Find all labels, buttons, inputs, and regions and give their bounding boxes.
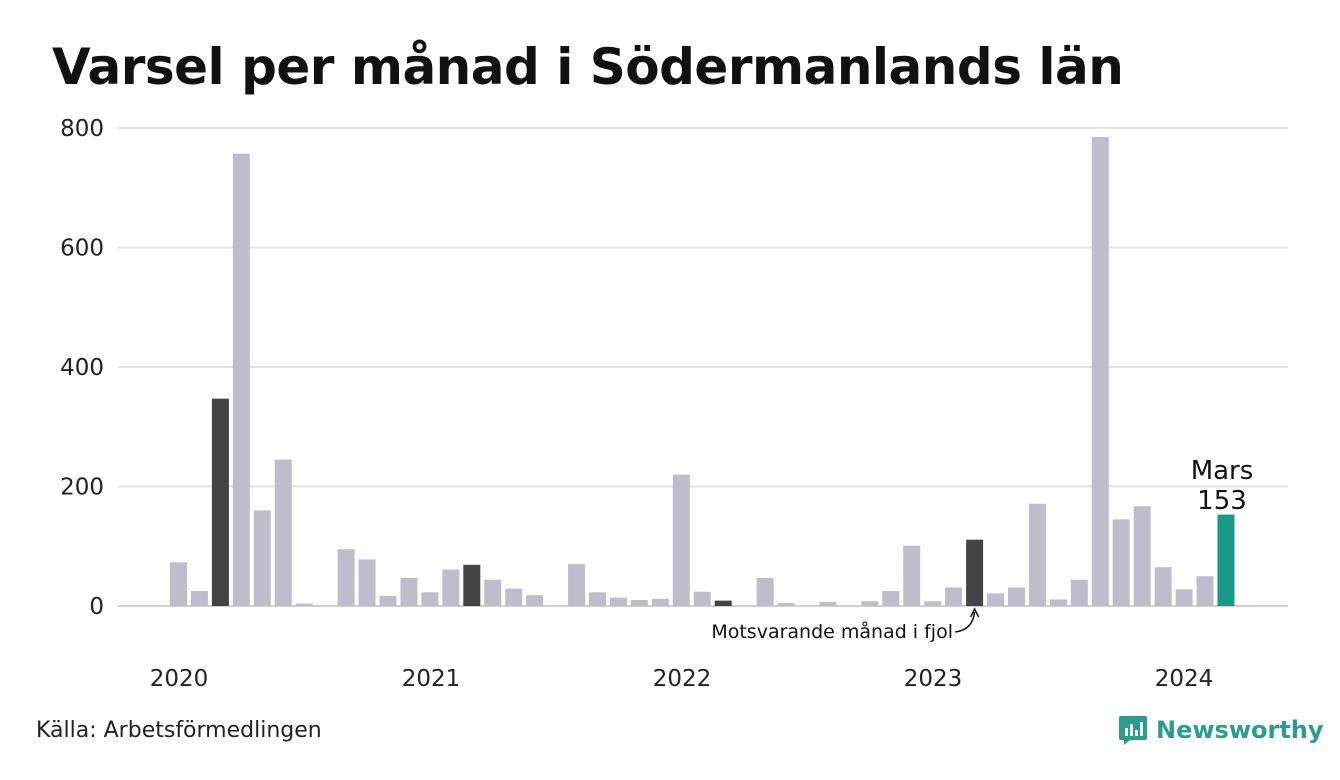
bar <box>714 600 732 606</box>
bar <box>421 592 439 606</box>
bar <box>1154 567 1172 606</box>
bar <box>1196 576 1214 606</box>
bar <box>987 593 1005 606</box>
bar <box>1008 587 1025 606</box>
bar <box>861 601 879 606</box>
annotation-arrowhead <box>969 607 980 618</box>
y-tick-label: 0 <box>89 594 104 620</box>
bar <box>505 588 523 606</box>
y-axis-ticks: 0 200 400 600 800 <box>60 116 104 620</box>
bar <box>484 579 502 606</box>
x-tick-label: 2022 <box>653 666 712 692</box>
bar <box>672 474 690 606</box>
bar <box>568 564 586 606</box>
bar <box>295 603 313 606</box>
bar <box>756 577 774 606</box>
bar <box>170 562 187 606</box>
bar <box>777 603 795 606</box>
bar <box>1175 589 1193 606</box>
x-axis-year-labels: 2020 2021 2022 2023 2024 <box>150 666 1214 692</box>
bar <box>1091 136 1109 606</box>
bar <box>379 595 397 606</box>
bar <box>882 591 900 606</box>
bar <box>232 153 250 606</box>
brand-name: Newsworthy <box>1156 716 1324 744</box>
bar <box>358 559 376 606</box>
newsworthy-logo-icon <box>1119 716 1147 745</box>
y-tick-label: 400 <box>60 355 104 381</box>
source-label: Källa: Arbetsförmedlingen <box>36 718 322 743</box>
bar <box>400 577 418 606</box>
bars <box>170 136 1235 606</box>
chart-title: Varsel per månad i Södermanlands län <box>52 38 1124 96</box>
bar <box>1070 579 1088 606</box>
bar <box>253 510 271 606</box>
bar <box>630 600 648 606</box>
bar <box>1112 519 1130 606</box>
bar <box>442 569 460 606</box>
bar <box>819 601 837 606</box>
bar <box>1028 503 1046 606</box>
bar <box>463 564 481 606</box>
bar <box>945 587 963 606</box>
x-tick-label: 2023 <box>904 666 963 692</box>
bar <box>1049 599 1067 606</box>
x-tick-label: 2020 <box>150 666 209 692</box>
x-tick-label: 2024 <box>1155 666 1214 692</box>
annotation-text: Motsvarande månad i fjol <box>711 620 953 643</box>
bar <box>211 398 229 606</box>
bar <box>589 592 606 606</box>
annotation-arrow <box>954 611 976 633</box>
bar <box>526 595 544 606</box>
bar <box>966 539 984 606</box>
highlight-month: Mars <box>1191 456 1254 486</box>
grid-lines <box>118 127 1288 607</box>
annotation: Motsvarande månad i fjol <box>711 607 980 643</box>
brand-logo: Newsworthy <box>1118 714 1324 746</box>
y-tick-label: 200 <box>60 475 104 501</box>
bar <box>190 591 208 606</box>
x-tick-label: 2021 <box>402 666 461 692</box>
bar <box>1133 506 1151 606</box>
bar <box>609 597 627 606</box>
bar <box>337 549 355 606</box>
bar <box>274 459 292 606</box>
bar <box>651 598 669 606</box>
bar <box>924 601 942 606</box>
bar <box>1217 514 1235 606</box>
highlight-value: 153 <box>1197 486 1247 516</box>
y-tick-label: 800 <box>60 116 104 142</box>
y-tick-label: 600 <box>60 236 104 262</box>
bar <box>903 545 921 606</box>
bar <box>693 591 711 606</box>
